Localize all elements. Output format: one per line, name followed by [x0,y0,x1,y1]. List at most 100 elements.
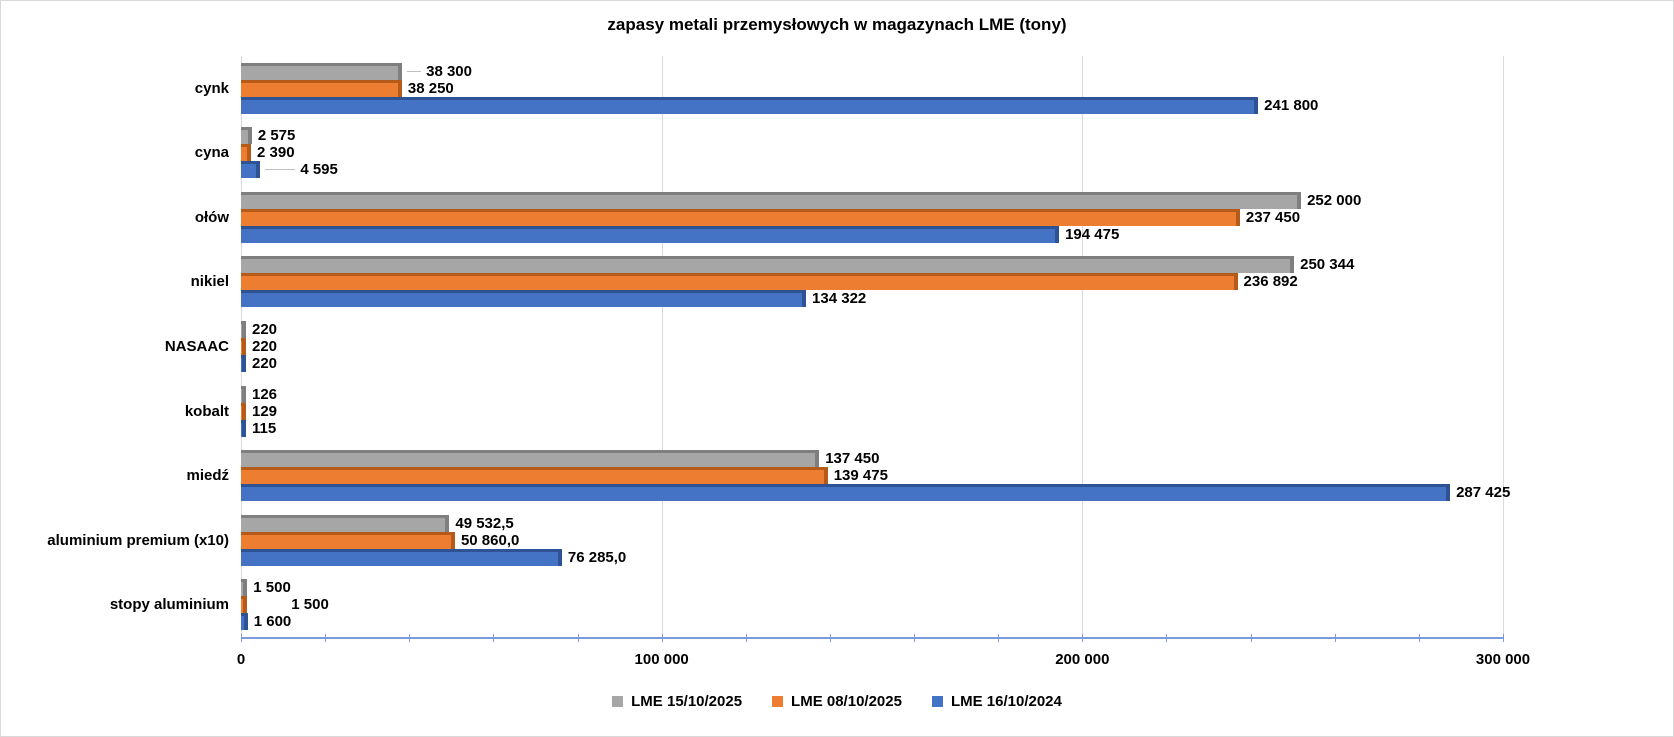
x-axis-tick [1418,634,1420,642]
bar-row: 2 390 [241,144,1503,162]
bar-row: 49 532,5 [241,514,1503,532]
bar-row: 236 892 [241,273,1503,291]
bar-group: 1 500 1 500 1 600 [241,573,1503,638]
bar-lme-15-10-2025 [241,127,252,145]
bar-lme-08-10-2025 [241,596,248,614]
bar-lme-16-10-2024 [241,548,562,566]
data-label: 134 322 [812,290,867,308]
bar-row: 134 322 [241,290,1503,308]
x-tick-label: 200 000 [1055,651,1110,668]
x-tick-label: 0 [236,651,246,668]
bar-row: 237 450 [241,208,1503,226]
category-label: aluminium premium (x10) [47,531,229,549]
category-label: nikiel [190,273,229,291]
bar-row: 129 [241,402,1503,420]
x-axis-tick [661,634,663,642]
plot-area: 38 300 38 250 241 800 2 575 2 390 4 595 252 00… [241,56,1510,642]
bar-row: 2 575 [241,127,1503,145]
category-row: kobalt [1,379,241,444]
bar-group: 2 575 2 390 4 595 [241,121,1503,186]
data-label: 194 475 [1065,225,1120,243]
category-label: NASAAC [164,338,229,356]
data-label: 1 600 [253,613,292,631]
bar-lme-15-10-2025 [241,321,246,339]
bar-lme-16-10-2024 [241,484,1451,502]
data-label: 76 285,0 [567,548,627,566]
data-label: 220 [252,321,278,339]
bar-row: 139 475 [241,467,1503,485]
gridline [1503,56,1504,637]
x-axis-tick [1250,634,1252,642]
bar-group: 250 344 236 892 134 322 [241,250,1503,315]
bar-group: 49 532,5 50 860,0 76 285,0 [241,508,1503,573]
category-row: stopy aluminium [1,573,241,638]
bar-lme-15-10-2025 [241,191,1302,209]
bar-row: 287 425 [241,484,1510,502]
bar-row: 4 595 [241,161,1503,179]
category-label: cyna [194,144,229,162]
bar-group: 126 129 115 [241,379,1503,444]
bar-row: 250 344 [241,256,1503,274]
data-label: 50 860,0 [460,531,520,549]
bar-lme-16-10-2024 [241,290,807,308]
data-label: 49 532,5 [455,514,514,532]
label-leader-line [407,70,422,72]
legend-item: LME 15/10/2025 [612,693,742,710]
legend-label: LME 08/10/2025 [791,693,902,710]
category-row: miedź [1,443,241,508]
x-axis-tick [493,634,495,642]
bar-lme-16-10-2024 [241,96,1259,114]
x-axis-tick [577,634,579,642]
x-tick-label: 300 000 [1475,651,1531,668]
legend-swatch [612,696,624,707]
data-label: 252 000 [1307,191,1362,209]
data-label: 1 500 [253,579,291,597]
data-label: 2 390 [257,144,295,162]
bar-group: 38 300 38 250 241 800 [241,56,1503,121]
bar-lme-15-10-2025 [241,385,246,403]
data-label: 237 450 [1245,208,1301,226]
category-axis: cynk cyna ołów nikiel NASAAC kobalt miedź alumi… [1,56,241,637]
bar-row: 241 800 [241,96,1503,114]
label-leader-line [265,169,296,171]
bar-lme-15-10-2025 [241,450,820,468]
data-label: 126 [252,385,278,403]
legend: LME 15/10/2025 LME 08/10/2025 LME 16/10/20… [1,693,1673,710]
category-label: ołów [194,208,229,226]
bar-lme-08-10-2025 [241,144,252,162]
x-axis-tick [409,634,411,642]
bar-row: 220 [241,321,1503,339]
legend-label: LME 15/10/2025 [631,693,743,710]
data-label: 129 [252,402,278,420]
x-axis-tick [998,634,1000,642]
bar-lme-08-10-2025 [241,79,402,97]
data-label: 137 450 [825,450,880,468]
category-row: ołów [1,185,241,250]
bar-lme-15-10-2025 [241,579,248,597]
bar-lme-16-10-2024 [241,613,248,631]
data-label: 38 300 [426,62,472,80]
category-label: miedź [186,467,229,485]
legend-item: LME 16/10/2024 [931,693,1062,710]
x-axis-labels: 0 100 000 200 000 300 000 [237,651,1530,673]
legend-item: LME 08/10/2025 [772,693,902,710]
bar-row: 38 300 [241,62,1503,80]
bar-lme-15-10-2025 [241,256,1295,274]
bar-lme-16-10-2024 [241,161,261,179]
bar-lme-16-10-2024 [241,355,246,373]
bar-row: 220 [241,355,1503,373]
data-label: 38 250 [407,79,454,97]
data-label: 236 892 [1243,273,1298,291]
bar-row: 50 860,0 [241,531,1503,549]
category-label: cynk [194,79,229,97]
bar-row: 115 [241,419,1503,437]
bar-row: 76 285,0 [241,548,1503,566]
x-axis-tick [829,634,831,642]
gridline [661,56,663,637]
bar-group: 137 450 139 475 287 425 [241,443,1510,508]
bar-row: 220 [241,338,1503,356]
x-axis-tick [914,634,916,642]
bar-group: 220 220 220 [241,314,1503,379]
data-label: 250 344 [1300,256,1355,274]
bar-row: 38 250 [241,79,1503,97]
